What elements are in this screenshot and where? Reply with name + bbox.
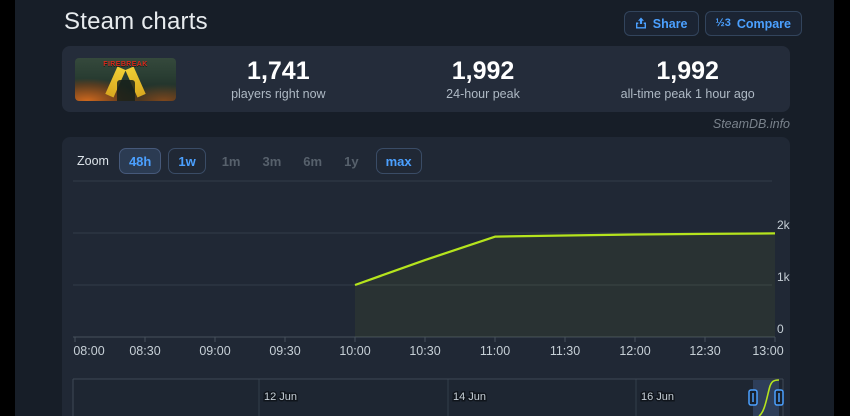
zoom-label: Zoom: [77, 154, 109, 168]
stat-alltime-peak: 1,992 all-time peak 1 hour ago: [585, 57, 790, 101]
stats-columns: 1,741 players right now 1,992 24-hour pe…: [176, 57, 790, 101]
x-axis-label: 13:00: [752, 344, 783, 358]
stat-label: players right now: [231, 86, 326, 101]
stats-panel: FIREBREAK 1,741 players right now 1,992 …: [62, 46, 790, 112]
navigator-date-label: 14 Jun: [453, 391, 486, 403]
stat-24h-peak: 1,992 24-hour peak: [381, 57, 586, 101]
navigator-date-label: 12 Jun: [264, 391, 297, 403]
x-axis-label: 12:00: [619, 344, 650, 358]
page-title: Steam charts: [64, 8, 208, 35]
x-axis-label: 10:30: [409, 344, 440, 358]
y-axis-label: 0: [777, 322, 784, 336]
x-axis-label: 09:00: [199, 344, 230, 358]
players-area-fill: [355, 233, 775, 337]
header-actions: Share ½3 Compare: [623, 11, 802, 36]
share-button[interactable]: Share: [623, 11, 699, 36]
x-axis-label: 12:30: [689, 344, 720, 358]
stat-value: 1,741: [247, 57, 310, 86]
stat-value: 1,992: [451, 57, 515, 86]
zoom-option-max[interactable]: max: [375, 148, 422, 174]
zoom-option-1m: 1m: [221, 153, 241, 169]
x-axis-label: 09:30: [269, 344, 300, 358]
navigator-strip[interactable]: [73, 379, 783, 416]
zoom-option-48h[interactable]: 48h: [118, 148, 162, 174]
zoom-option-1y: 1y: [344, 153, 359, 169]
stat-label: all-time peak 1 hour ago: [620, 86, 755, 101]
share-button-label: Share: [652, 16, 688, 31]
compare-icon: ½3: [715, 17, 731, 29]
navigator-mini-series: [758, 379, 780, 416]
stat-label: 24-hour peak: [446, 86, 520, 101]
stat-value: 1,992: [656, 57, 719, 86]
x-axis-label: 10:00: [339, 344, 370, 358]
x-axis-label: 08:00: [73, 344, 104, 358]
share-icon: [635, 17, 647, 30]
navigator-date-label: 16 Jun: [641, 391, 674, 403]
zoom-option-3m: 3m: [262, 153, 282, 169]
x-axis-label: 11:30: [550, 344, 580, 358]
zoom-controls: Zoom 48h 1w 1m 3m 6m 1y max: [77, 148, 429, 174]
stat-current-players: 1,741 players right now: [176, 57, 381, 101]
game-capsule-image[interactable]: FIREBREAK: [75, 57, 176, 101]
y-axis-label: 2k: [777, 218, 791, 232]
x-axis-label: 08:30: [129, 344, 160, 358]
chart-card: Zoom 48h 1w 1m 3m 6m 1y max: [62, 137, 790, 416]
capsule-game-logo: FIREBREAK: [103, 60, 148, 68]
capsule-art-figure: [117, 79, 135, 101]
y-axis-label: 1k: [777, 270, 791, 284]
steamdb-watermark: SteamDB.info: [712, 117, 790, 131]
zoom-option-6m: 6m: [303, 153, 323, 169]
compare-button[interactable]: ½3 Compare: [704, 11, 802, 36]
x-axis-label: 11:00: [480, 344, 510, 358]
zoom-option-1w[interactable]: 1w: [168, 148, 206, 174]
players-line-series: [354, 232, 776, 287]
page-background: Steam charts Share ½3 Compare FIREBREAK …: [15, 0, 834, 416]
compare-button-label: Compare: [736, 16, 791, 31]
